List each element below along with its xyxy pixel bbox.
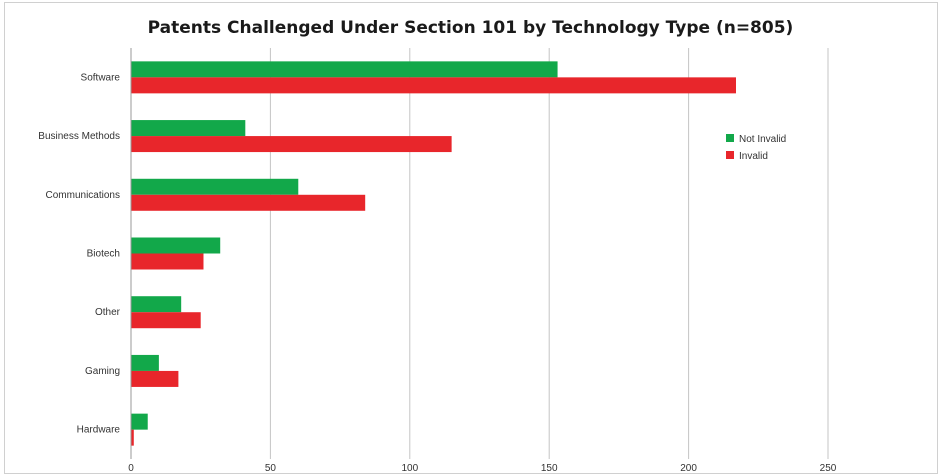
category-label: Hardware — [77, 425, 121, 436]
legend-label: Not Invalid — [739, 134, 786, 145]
bar-invalid-software — [131, 77, 736, 94]
bar-not-invalid-other — [131, 296, 182, 313]
bar-not-invalid-biotech — [131, 237, 221, 254]
category-label: Other — [95, 307, 121, 318]
bar-invalid-biotech — [131, 253, 204, 270]
bar-not-invalid-communications — [131, 178, 299, 195]
legend-swatch-not-invalid — [726, 134, 734, 142]
gridlines — [269, 48, 829, 459]
bar-invalid-other — [131, 312, 201, 329]
category-label: Gaming — [85, 366, 120, 377]
x-tick-label: 100 — [401, 463, 418, 474]
legend-label: Invalid — [739, 151, 768, 162]
bars — [131, 61, 736, 446]
category-label: Business Methods — [38, 131, 120, 142]
bar-invalid-business-methods — [131, 136, 452, 153]
bar-invalid-communications — [131, 194, 366, 211]
axes: 0 50 100 150 200 250 Software Business Methods C… — [38, 48, 837, 474]
bar-not-invalid-hardware — [131, 413, 148, 430]
x-tick-label: 50 — [265, 463, 277, 474]
x-tick-label: 0 — [128, 463, 134, 474]
bar-not-invalid-business-methods — [131, 120, 246, 137]
x-tick-label: 250 — [820, 463, 837, 474]
chart-title: Patents Challenged Under Section 101 by … — [147, 18, 794, 38]
bar-invalid-gaming — [131, 370, 179, 387]
x-tick-label: 150 — [541, 463, 558, 474]
legend-swatch-invalid — [726, 151, 734, 159]
legend: Not Invalid Invalid — [726, 134, 786, 162]
bar-invalid-hardware — [131, 429, 134, 446]
bar-not-invalid-gaming — [131, 354, 159, 371]
bar-not-invalid-software — [131, 61, 558, 78]
category-label: Communications — [46, 190, 120, 201]
x-tick-label: 200 — [680, 463, 697, 474]
category-label: Software — [81, 72, 121, 83]
category-label: Biotech — [87, 249, 120, 260]
